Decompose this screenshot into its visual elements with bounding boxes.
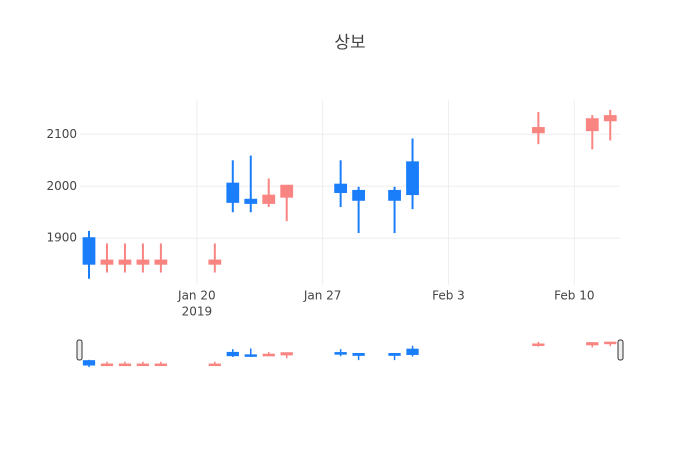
candle-body	[262, 194, 276, 204]
candle-body	[82, 360, 96, 366]
x-tick-label: Jan 20	[177, 289, 216, 303]
candle-body	[208, 259, 222, 265]
candle-body	[585, 118, 599, 132]
candle-body	[118, 363, 132, 367]
candle-body	[136, 363, 150, 367]
candle-body	[406, 161, 419, 196]
candle-body	[334, 352, 347, 355]
candle-body	[208, 363, 221, 367]
range-handle[interactable]	[617, 339, 624, 361]
chart-title: 상보	[334, 33, 365, 53]
candle-body	[586, 342, 599, 346]
candle-body	[82, 237, 96, 265]
y-tick-label: 2100	[46, 127, 77, 141]
candle-body	[100, 259, 114, 265]
candle-body	[352, 353, 365, 356]
candle-body	[226, 182, 240, 203]
candle-body	[118, 259, 132, 265]
candle-body	[532, 343, 545, 346]
candle-body	[352, 189, 366, 201]
candle-body	[406, 348, 419, 355]
candle-body	[136, 259, 150, 265]
candle-body	[531, 127, 545, 134]
candle-body	[244, 354, 257, 357]
candle-body	[334, 183, 348, 193]
x-tick-label: Jan 27	[303, 289, 342, 303]
x-year-label: 2019	[182, 305, 213, 319]
candle-body	[226, 351, 239, 357]
x-tick-label: Feb 3	[432, 289, 465, 303]
candle-body	[262, 353, 275, 357]
candle-body	[244, 198, 258, 204]
candle-body	[154, 363, 168, 367]
candle-body	[154, 259, 168, 265]
y-tick-label: 2000	[46, 179, 77, 193]
candle-body	[604, 341, 617, 345]
candle-body	[280, 184, 294, 198]
range-slider[interactable]	[79, 336, 621, 366]
candle-body	[280, 352, 293, 356]
range-handle[interactable]	[76, 339, 83, 361]
candle-body	[100, 363, 114, 367]
candle-body	[388, 353, 401, 356]
candle-body	[388, 189, 401, 201]
candle-body	[603, 115, 617, 122]
y-tick-label: 1900	[46, 231, 77, 245]
x-tick-label: Feb 10	[554, 289, 594, 303]
